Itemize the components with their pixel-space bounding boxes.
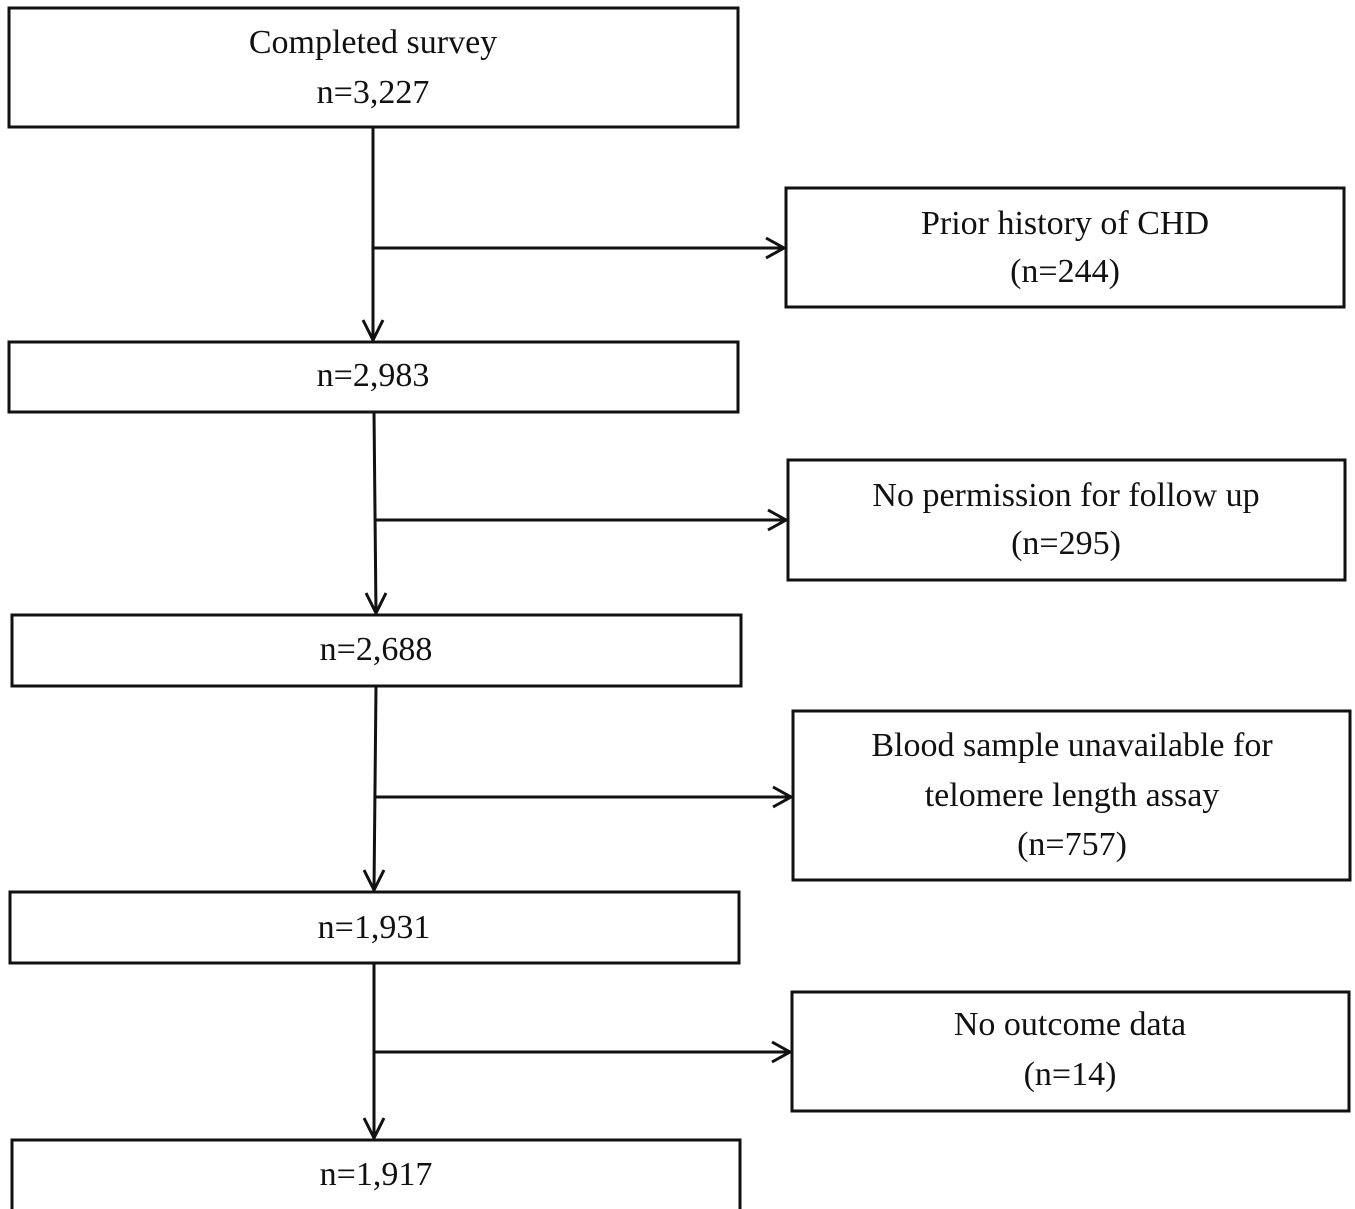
arrowhead <box>362 869 386 894</box>
box <box>7 6 740 129</box>
exclusion-box <box>791 709 1352 882</box>
arrowhead <box>771 1040 794 1064</box>
exclusion-text: telomere length assay <box>925 777 1220 814</box>
exclusion-box <box>790 990 1351 1113</box>
box-text: n=3,227 <box>317 74 430 111</box>
box <box>10 613 743 688</box>
exclusion-text: (n=295) <box>1011 525 1121 562</box>
box-text: n=2,688 <box>320 631 433 668</box>
exclusion-text: No permission for follow up <box>872 477 1259 514</box>
exclusion-text: Prior history of CHD <box>921 205 1209 242</box>
arrowhead <box>772 785 795 809</box>
box-text: n=1,931 <box>318 909 431 946</box>
arrowhead <box>361 319 385 344</box>
arrowhead <box>362 1117 386 1142</box>
connector <box>372 685 378 891</box>
box-text: n=1,917 <box>320 1156 433 1193</box>
box <box>8 890 741 965</box>
box-text: n=2,983 <box>317 357 430 394</box>
connectors <box>361 127 795 1142</box>
arrowhead <box>765 236 788 260</box>
box <box>7 340 740 414</box>
exclusion-text: (n=757) <box>1017 826 1127 863</box>
connector <box>372 411 378 614</box>
exclusion-text: Blood sample unavailable for <box>871 727 1273 764</box>
exclusion-text: (n=14) <box>1024 1056 1117 1093</box>
box <box>10 1138 742 1209</box>
exclusion-box <box>784 186 1346 309</box>
arrowhead <box>364 592 388 617</box>
box-text: Completed survey <box>249 24 497 61</box>
arrowhead <box>767 508 790 532</box>
exclusion-text: (n=244) <box>1010 253 1120 290</box>
exclusion-text: No outcome data <box>954 1006 1186 1043</box>
exclusion-box <box>786 458 1347 582</box>
